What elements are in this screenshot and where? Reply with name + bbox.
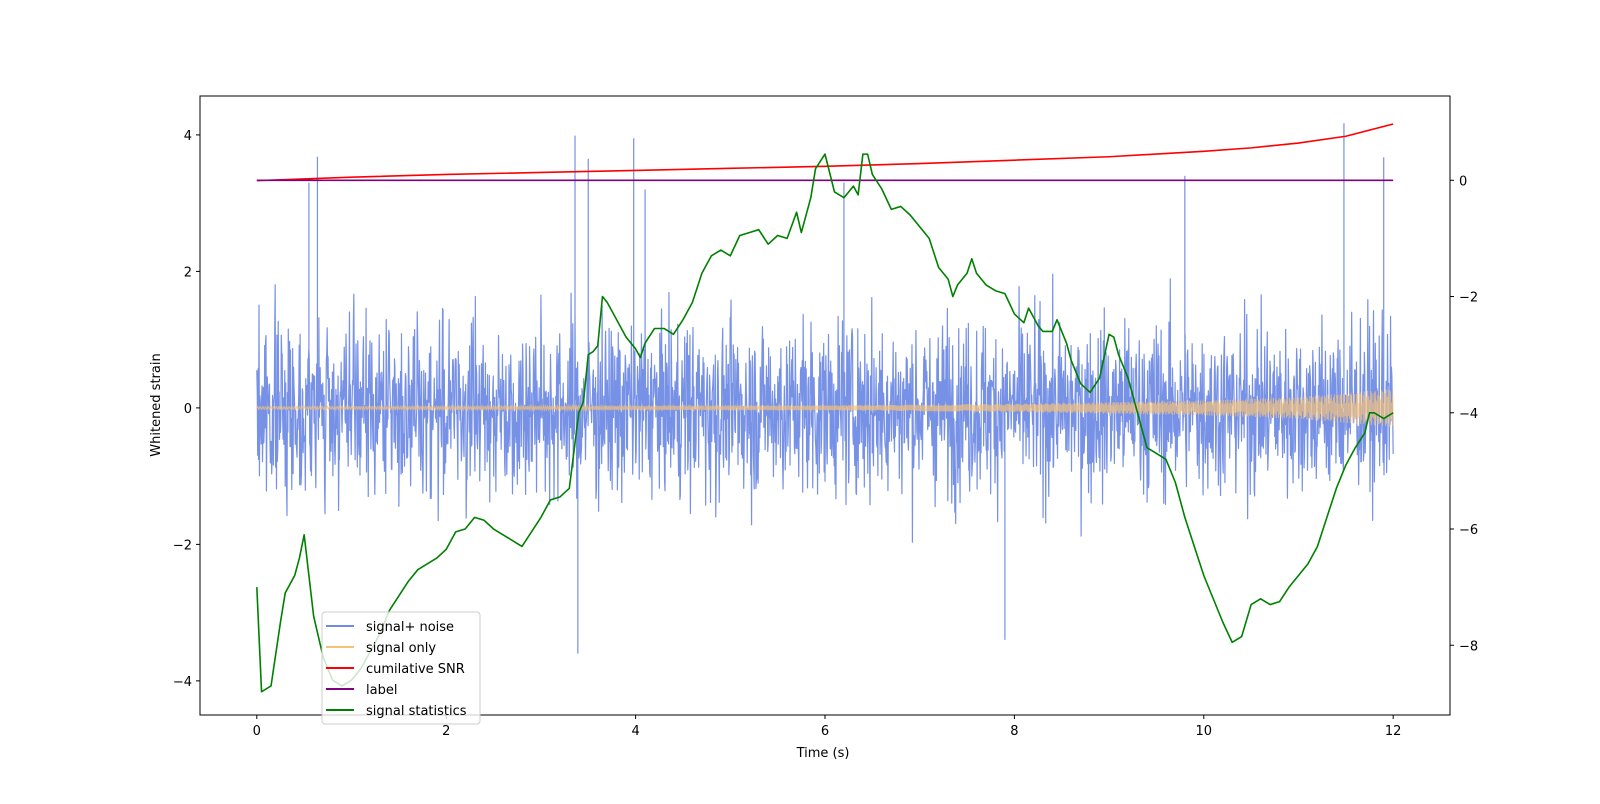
legend-box	[321, 611, 481, 725]
y2-tick-label: −4	[1459, 407, 1478, 422]
x-tick-label: 2	[442, 724, 450, 739]
y2-tick-label: −6	[1459, 523, 1478, 538]
y-axis-left: −4 −2 0 2 4	[173, 129, 200, 690]
y2-tick-label: −8	[1459, 639, 1478, 654]
series-signal-only	[256, 389, 1394, 427]
y-tick-label: 0	[184, 402, 192, 417]
legend-label: signal only	[366, 641, 436, 656]
series-signal-statistics	[256, 153, 1394, 693]
legend-label: signal+ noise	[366, 620, 454, 635]
y2-tick-label: 0	[1459, 174, 1467, 189]
y-tick-label: −4	[173, 675, 192, 690]
x-tick-label: 8	[1010, 724, 1018, 739]
legend: signal+ noise signal only cumilative SNR la…	[321, 611, 481, 725]
x-tick-label: 10	[1196, 724, 1213, 739]
x-axis-label: Time (s)	[796, 746, 850, 761]
x-axis: 0 2 4 6 8 10 12	[253, 715, 1402, 739]
legend-label: cumilative SNR	[366, 662, 465, 677]
legend-label: signal statistics	[366, 704, 467, 719]
x-tick-label: 12	[1385, 724, 1402, 739]
series-layer	[256, 123, 1394, 693]
series-signal-noise	[256, 123, 1394, 654]
y-tick-label: 2	[184, 265, 192, 280]
x-tick-label: 4	[631, 724, 639, 739]
y-tick-label: −2	[173, 538, 192, 553]
y-tick-label: 4	[184, 129, 192, 144]
y-axis-label: Whitened strain	[149, 353, 164, 456]
series-cumilative-snr	[256, 123, 1394, 182]
y2-tick-label: −2	[1459, 291, 1478, 306]
x-tick-label: 0	[253, 724, 261, 739]
legend-label: label	[366, 683, 397, 698]
y-axis-right: −8 −6 −4 −2 0	[1450, 174, 1478, 654]
x-tick-label: 6	[821, 724, 829, 739]
